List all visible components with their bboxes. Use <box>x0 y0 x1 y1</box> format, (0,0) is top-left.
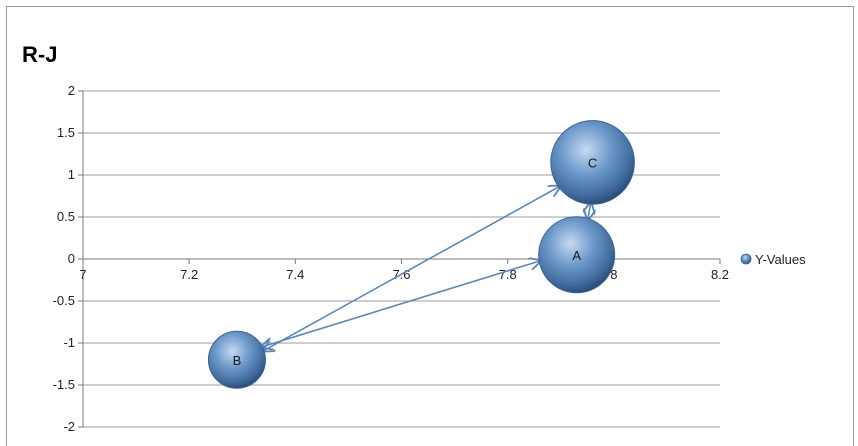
x-tick-label: 7 <box>79 267 86 282</box>
bubble-b <box>207 330 266 389</box>
bubble-label-b: B <box>233 353 242 368</box>
y-tick-label: -2 <box>63 419 75 434</box>
x-tick-label: 7.4 <box>286 267 304 282</box>
arrows <box>260 185 591 352</box>
axes: 21.510.50-0.5-1-1.5-277.27.47.67.888.2 <box>53 83 729 434</box>
y-tick-label: 1.5 <box>57 125 75 140</box>
arrow-b-to-a <box>259 261 541 349</box>
bubble-label-c: C <box>588 155 597 170</box>
chart-title: R-J <box>22 42 58 67</box>
arrow-b-to-c <box>261 186 561 353</box>
bubble-label-a: A <box>572 248 581 263</box>
bubbles: A B C <box>207 120 635 389</box>
legend-marker <box>740 253 752 265</box>
legend-label: Y-Values <box>755 252 806 267</box>
x-tick-label: 8 <box>610 267 617 282</box>
y-tick-label: 1 <box>68 167 75 182</box>
x-tick-label: 7.2 <box>180 267 198 282</box>
bubble-c <box>550 120 635 205</box>
y-tick-label: -1 <box>63 335 75 350</box>
x-tick-label: 7.8 <box>499 267 517 282</box>
y-tick-label: 2 <box>68 83 75 98</box>
legend: Y-Values <box>740 252 806 267</box>
bubble-a <box>538 216 616 294</box>
y-tick-label: 0.5 <box>57 209 75 224</box>
y-tick-label: -0.5 <box>53 293 75 308</box>
chart-frame <box>6 6 854 446</box>
y-tick-label: -1.5 <box>53 377 75 392</box>
y-tick-label: 0 <box>68 251 75 266</box>
x-tick-label: 8.2 <box>711 267 729 282</box>
